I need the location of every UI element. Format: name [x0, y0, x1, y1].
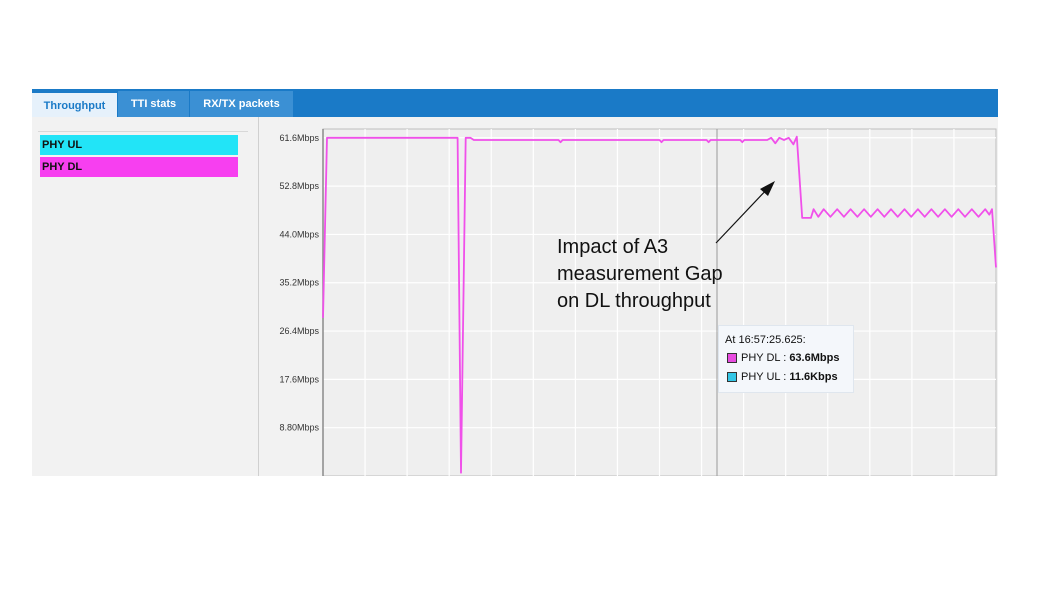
- y-tick-label: 52.8Mbps: [279, 181, 319, 191]
- tooltip-sep-phy-ul: :: [780, 371, 790, 383]
- tab-rx-tx-packets[interactable]: RX/TX packets: [190, 91, 293, 117]
- tab-throughput[interactable]: Throughput: [32, 91, 117, 117]
- tooltip-series-phy-ul: PHY UL: [741, 371, 781, 383]
- y-tick-label: 8.80Mbps: [279, 423, 319, 433]
- tooltip-row-phy-dl: PHY DL : 63.6Mbps: [727, 352, 839, 364]
- annotation-line-1: Impact of A3: [557, 236, 669, 258]
- tooltip-swatch-phy-dl: [727, 353, 737, 364]
- y-tick-label: 26.4Mbps: [279, 326, 319, 336]
- series-line-phy-dl: [322, 135, 997, 474]
- y-tick-label: 17.6Mbps: [279, 374, 319, 384]
- chart-tooltip: At 16:57:25.625: PHY DL : 63.6Mbps PHY U…: [718, 325, 854, 393]
- tooltip-swatch-phy-ul: [727, 372, 737, 383]
- tooltip-value-phy-dl: 63.6Mbps: [789, 352, 840, 364]
- legend-item-phy-dl[interactable]: PHY DL: [40, 157, 238, 177]
- legend-divider: [38, 131, 248, 132]
- tab-tti-stats[interactable]: TTI stats: [118, 91, 189, 117]
- y-tick-label: 44.0Mbps: [279, 229, 319, 239]
- throughput-monitor-window: Throughput TTI stats RX/TX packets PHY U…: [32, 89, 998, 476]
- legend-item-phy-ul[interactable]: PHY UL: [40, 135, 238, 155]
- annotation-line-3: on DL throughput: [557, 290, 711, 312]
- y-tick-label: 61.6Mbps: [279, 133, 319, 143]
- tooltip-sep-phy-dl: :: [780, 352, 790, 364]
- tab-bar: Throughput TTI stats RX/TX packets: [32, 89, 998, 117]
- tooltip-row-phy-ul: PHY UL : 11.6Kbps: [727, 371, 838, 383]
- tooltip-series-phy-dl: PHY DL: [741, 352, 781, 364]
- annotation-line-2: measurement Gap: [557, 263, 723, 285]
- tooltip-time: At 16:57:25.625:: [725, 334, 806, 346]
- annotation-text: Impact of A3 measurement Gap on DL throu…: [557, 234, 797, 315]
- legend-panel: PHY UL PHY DL: [32, 117, 259, 476]
- throughput-chart[interactable]: 61.6Mbps 52.8Mbps 44.0Mbps 35.2Mbps 26.4Mbps…: [259, 117, 998, 476]
- y-tick-label: 35.2Mbps: [279, 278, 319, 288]
- chart-svg: 61.6Mbps 52.8Mbps 44.0Mbps 35.2Mbps 26.4Mbps…: [279, 128, 997, 476]
- tooltip-value-phy-ul: 11.6Kbps: [789, 371, 838, 383]
